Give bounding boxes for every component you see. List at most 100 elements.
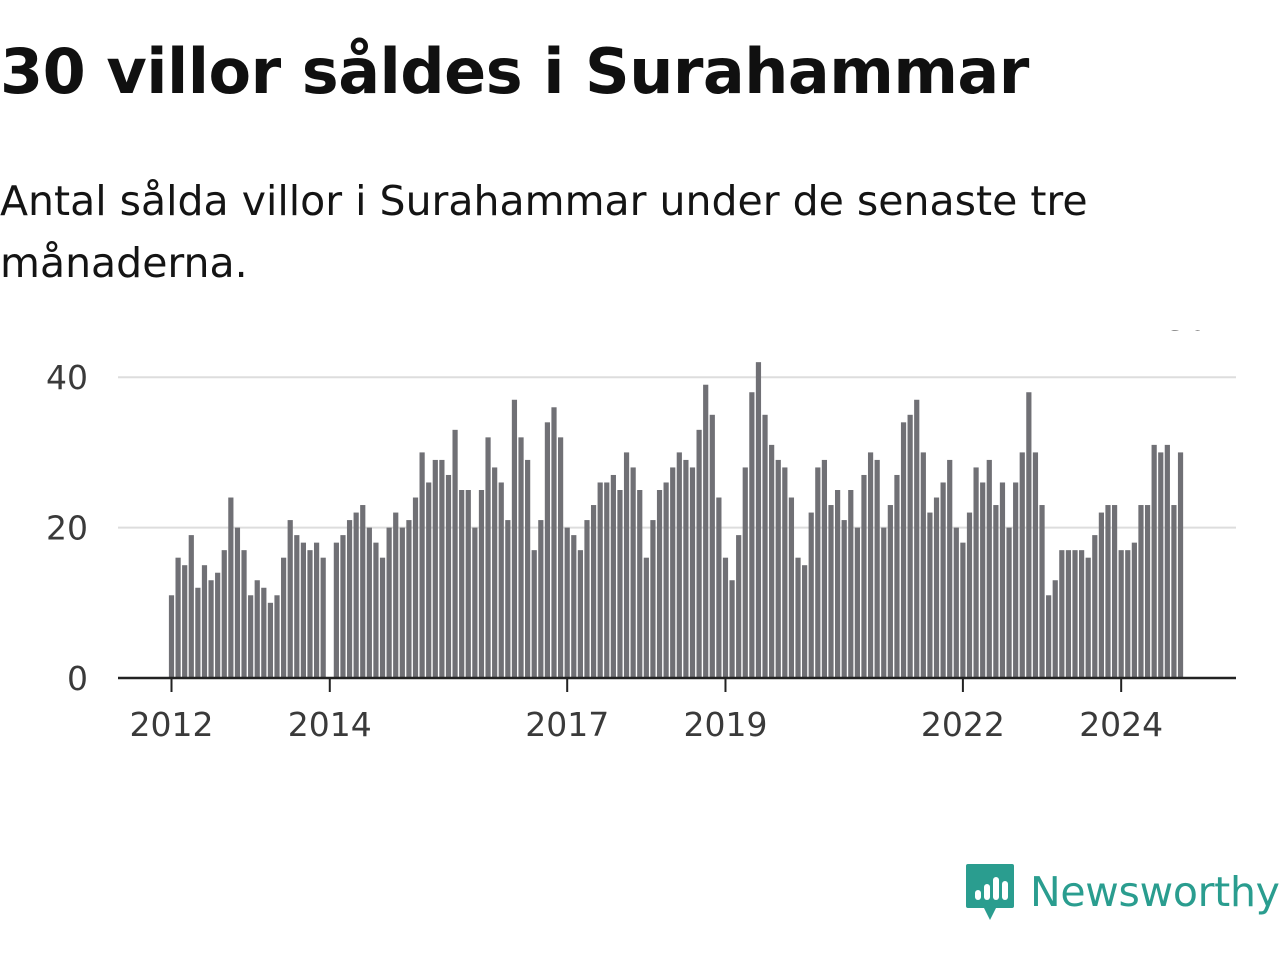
bar <box>201 565 208 678</box>
brand-name: Newsworthy <box>1030 868 1280 916</box>
bar <box>215 572 221 678</box>
x-tick-label: 2022 <box>921 705 1005 744</box>
bar <box>485 437 491 678</box>
bar <box>432 459 438 678</box>
bar <box>729 580 735 678</box>
bar <box>445 474 452 678</box>
bar <box>617 490 623 678</box>
bar <box>531 550 537 678</box>
bar <box>1177 452 1184 678</box>
bar <box>973 467 979 678</box>
bar <box>188 535 194 678</box>
bar <box>894 474 900 678</box>
bar <box>465 490 471 678</box>
bar <box>379 557 386 678</box>
bar <box>208 580 214 678</box>
bar <box>195 587 201 678</box>
bar <box>492 467 498 678</box>
bar <box>874 459 880 678</box>
bar <box>841 520 847 678</box>
bar <box>1052 580 1058 678</box>
chart-title: 30 villor såldes i Surahammar <box>0 35 1029 108</box>
bar <box>281 557 287 678</box>
bar <box>1105 505 1111 678</box>
bar <box>261 587 267 678</box>
bar <box>228 497 234 678</box>
bar <box>439 459 445 678</box>
bar <box>1019 452 1025 678</box>
bar <box>393 512 399 678</box>
bar <box>696 429 702 678</box>
bar <box>907 414 913 678</box>
bar <box>472 527 478 678</box>
bar <box>1151 444 1157 678</box>
bar <box>498 482 504 678</box>
bar <box>821 459 828 678</box>
bar <box>597 482 603 678</box>
bar <box>426 482 432 678</box>
bar <box>287 520 293 678</box>
bar <box>927 512 933 678</box>
bar <box>182 565 188 678</box>
bar <box>676 452 682 678</box>
bar <box>544 422 551 678</box>
bar <box>505 520 511 678</box>
bar <box>1171 505 1177 678</box>
newsworthy-logo-icon <box>966 864 1014 920</box>
bar <box>1164 444 1170 678</box>
bar <box>399 527 405 678</box>
bar <box>900 422 907 678</box>
bar <box>953 527 959 678</box>
bar <box>670 467 676 678</box>
bar <box>966 512 973 678</box>
y-tick-label: 20 <box>46 509 88 548</box>
bar <box>854 527 860 678</box>
bar <box>1085 557 1091 678</box>
bar <box>762 414 768 678</box>
newsworthy-logo[interactable]: Newsworthy <box>964 862 1280 922</box>
bar <box>584 520 590 678</box>
last-value-label: 30 <box>1166 330 1208 338</box>
bar <box>294 535 300 678</box>
bar <box>406 520 412 678</box>
bar <box>459 490 465 678</box>
bar <box>999 482 1006 678</box>
bar <box>683 459 689 678</box>
x-tick-label: 2024 <box>1079 705 1163 744</box>
bar <box>637 490 643 678</box>
bar <box>340 535 346 678</box>
bar <box>1013 482 1019 678</box>
bar <box>920 452 926 678</box>
y-tick-label: 40 <box>46 358 88 397</box>
bar <box>1046 595 1052 678</box>
bar <box>386 527 392 678</box>
bar <box>320 557 326 678</box>
bar <box>782 467 788 678</box>
bar <box>703 384 709 678</box>
bar <box>749 392 755 678</box>
bar <box>1158 452 1164 678</box>
bar <box>353 512 359 678</box>
bar <box>1026 392 1032 678</box>
bar <box>478 490 485 678</box>
bar <box>254 580 260 678</box>
bar <box>848 490 854 678</box>
bar <box>175 557 181 678</box>
bar <box>1098 512 1104 678</box>
bar <box>986 459 992 678</box>
bar <box>722 557 729 678</box>
x-tick-label: 2012 <box>130 705 214 744</box>
bar <box>511 399 518 678</box>
bar <box>373 542 379 678</box>
bar <box>1039 505 1045 678</box>
bar <box>590 505 597 678</box>
bar <box>1072 550 1078 678</box>
bar <box>867 452 874 678</box>
bar <box>346 520 353 678</box>
bar <box>221 550 227 678</box>
bar <box>333 542 339 678</box>
bar <box>736 535 742 678</box>
bar <box>241 550 247 678</box>
bar <box>1092 535 1098 678</box>
bar <box>1131 542 1137 678</box>
